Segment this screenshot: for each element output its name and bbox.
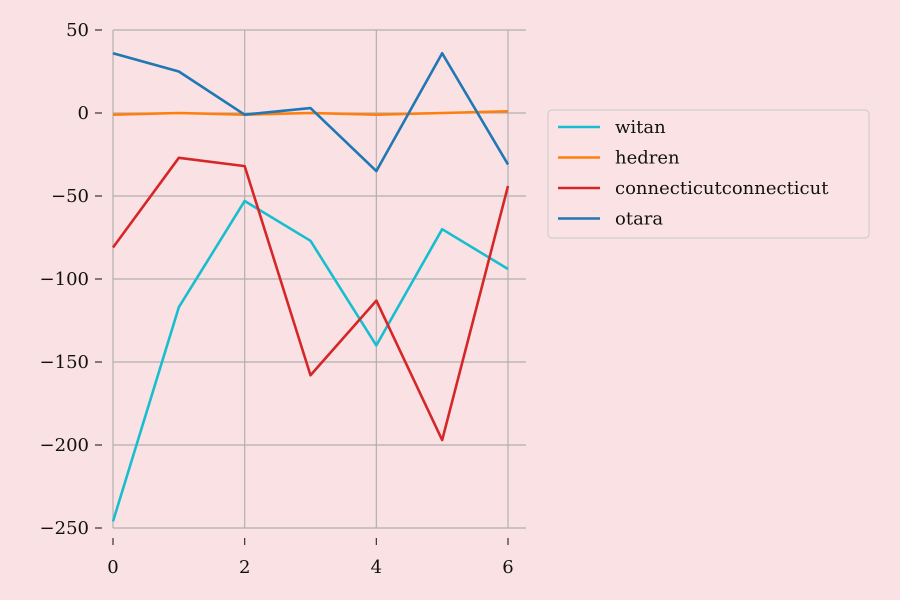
legend: witan hedren connecticutconnecticut otara xyxy=(547,109,870,239)
series-line-hedren xyxy=(112,110,509,116)
y-tick-label: −150 xyxy=(40,352,89,373)
y-tick-label: 50 xyxy=(66,20,89,41)
legend-label: otara xyxy=(615,209,663,230)
series-lines xyxy=(111,51,510,522)
series-line-witan xyxy=(111,199,509,522)
x-tick-label: 0 xyxy=(107,557,118,578)
y-tick-label: −100 xyxy=(40,269,89,290)
legend-label: connecticutconnecticut xyxy=(615,178,829,199)
legend-label: witan xyxy=(615,117,666,138)
x-tick-label: 6 xyxy=(502,557,513,578)
legend-label: hedren xyxy=(615,148,680,169)
axes: 50 0 −50 −100 −150 −200 −250 0 2 4 6 xyxy=(40,20,514,578)
series-line-otara xyxy=(112,51,510,173)
y-tick-label: −250 xyxy=(40,518,89,539)
grid xyxy=(112,29,526,529)
x-tick-label: 2 xyxy=(239,557,250,578)
legend-box xyxy=(547,109,870,239)
series-line-connecticutconnecticut xyxy=(111,156,510,442)
y-tick-label: −50 xyxy=(51,186,89,207)
y-tick-label: 0 xyxy=(78,103,89,124)
y-tick-label: −200 xyxy=(40,435,89,456)
x-tick-label: 4 xyxy=(371,557,382,578)
